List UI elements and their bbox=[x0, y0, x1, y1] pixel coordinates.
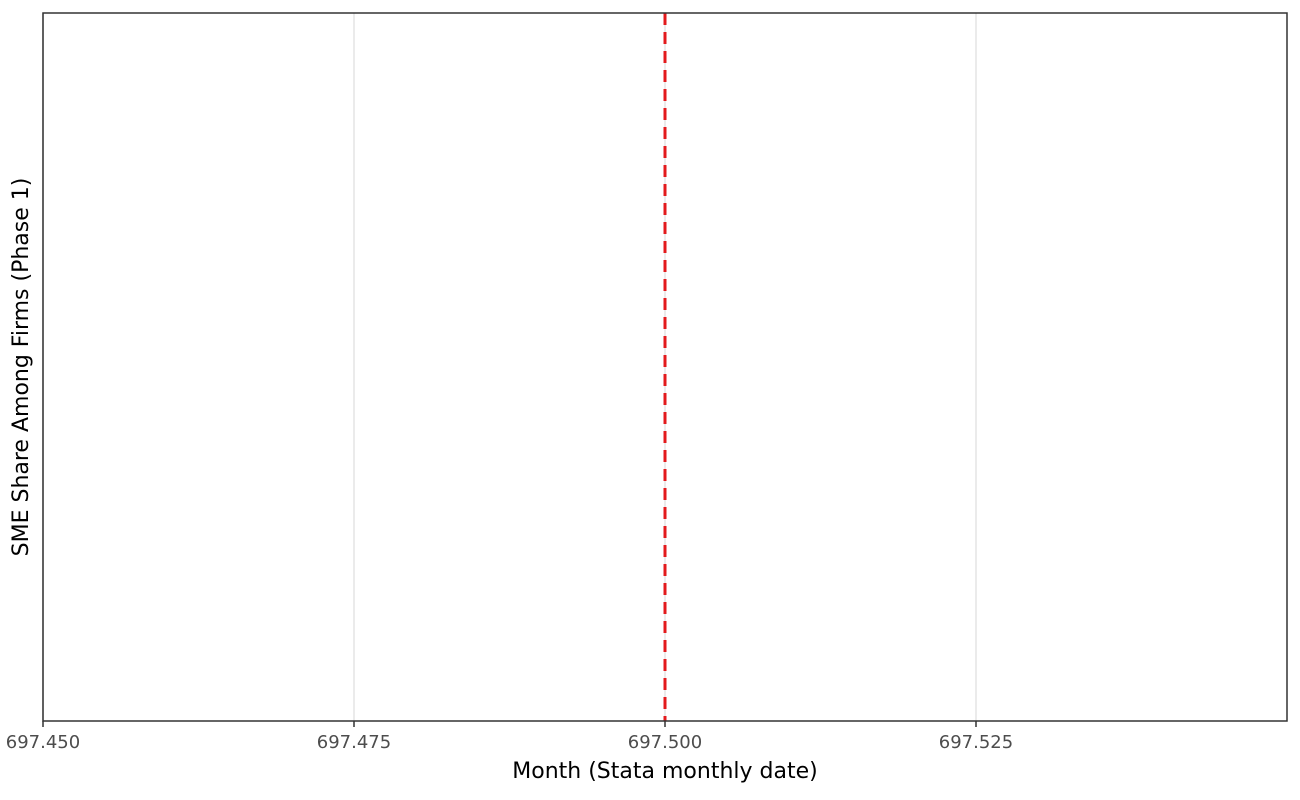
x-tick-label: 697.500 bbox=[628, 732, 702, 753]
y-axis-title: SME Share Among Firms (Phase 1) bbox=[9, 178, 34, 557]
x-axis-title: Month (Stata monthly date) bbox=[512, 759, 817, 784]
x-tick-label: 697.475 bbox=[317, 732, 391, 753]
x-tick-label: 697.450 bbox=[6, 732, 80, 753]
plot-border bbox=[42, 12, 1288, 722]
x-tick-label: 697.525 bbox=[939, 732, 1013, 753]
